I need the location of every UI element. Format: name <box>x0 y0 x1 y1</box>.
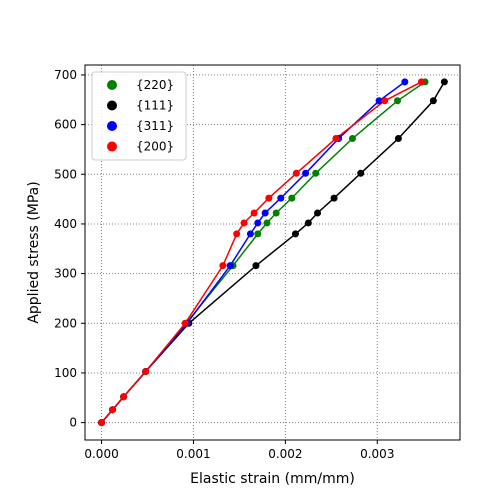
y-tick-label: 400 <box>54 217 77 231</box>
data-point <box>219 262 227 270</box>
data-point <box>357 169 365 177</box>
y-tick-label: 700 <box>54 68 77 82</box>
data-point <box>265 194 273 202</box>
data-point <box>394 135 402 143</box>
data-point <box>291 230 299 238</box>
legend-label: {200} <box>136 140 174 154</box>
data-point <box>254 230 262 238</box>
plot-frame <box>84 64 461 441</box>
data-point <box>429 97 437 105</box>
data-point <box>98 419 106 427</box>
legend-label: {111} <box>136 99 174 113</box>
y-tick-label: 300 <box>54 267 77 281</box>
series-line-3 <box>100 81 422 424</box>
data-point <box>246 230 254 238</box>
y-tick-label: 500 <box>54 167 77 181</box>
legend-box <box>91 71 187 161</box>
y-tick-label: 100 <box>54 366 77 380</box>
grid <box>85 65 460 440</box>
x-axis-ticks: 0.000 0.001 0.002 0.003 <box>84 440 394 461</box>
data-point <box>240 219 248 227</box>
y-tick-label: 600 <box>54 118 77 132</box>
legend-label: {220} <box>136 78 174 92</box>
x-tick-label: 0.002 <box>268 447 302 461</box>
x-axis-label: Elastic strain (mm/mm) <box>190 471 355 487</box>
data-point <box>226 262 234 270</box>
data-point <box>263 219 271 227</box>
data-point <box>332 135 340 143</box>
data-point <box>292 169 300 177</box>
data-point <box>381 97 389 105</box>
data-point <box>302 169 310 177</box>
x-tick-label: 0.001 <box>176 447 210 461</box>
legend-marker <box>107 141 117 152</box>
data-point <box>277 194 285 202</box>
data-point <box>401 78 409 86</box>
legend: {220} {111} {311} {200} <box>91 71 187 161</box>
legend-marker <box>107 100 117 111</box>
data-point <box>288 194 296 202</box>
series-lines <box>100 81 446 424</box>
legend-marker <box>107 121 117 131</box>
x-tick-label: 0.003 <box>360 447 394 461</box>
legend-marker <box>107 80 117 90</box>
data-point <box>181 319 189 327</box>
data-point <box>120 393 128 401</box>
data-point <box>254 219 262 227</box>
data-point <box>272 209 280 217</box>
y-tick-label: 0 <box>69 416 77 430</box>
data-point <box>348 135 356 143</box>
data-point <box>417 78 425 86</box>
data-point <box>440 78 448 86</box>
data-point <box>109 406 117 414</box>
data-point <box>312 169 320 177</box>
y-axis-label: Applied stress (MPa) <box>26 181 42 323</box>
data-point <box>304 219 312 227</box>
legend-label: {311} <box>136 119 174 133</box>
data-point <box>314 209 322 217</box>
data-point <box>375 97 383 105</box>
data-point <box>250 209 258 217</box>
series-points <box>98 78 448 427</box>
data-point <box>142 367 150 375</box>
data-point <box>394 97 401 105</box>
data-point <box>261 209 269 217</box>
y-tick-label: 200 <box>54 316 77 330</box>
data-point <box>233 230 241 238</box>
data-point <box>330 194 338 202</box>
x-tick-label: 0.000 <box>84 447 118 461</box>
y-axis-ticks: 0 100 200 300 400 500 600 700 <box>54 68 85 430</box>
data-point <box>252 262 260 270</box>
